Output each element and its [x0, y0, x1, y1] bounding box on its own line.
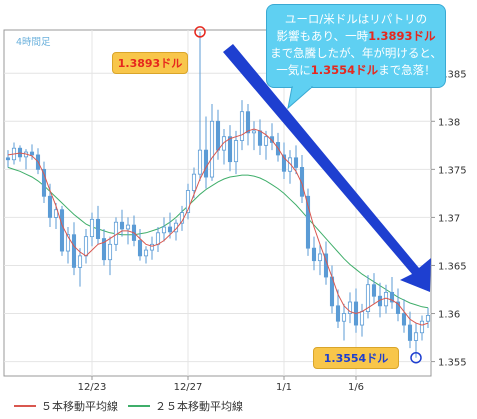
candle-body [29, 151, 35, 156]
x-axis: 12/23 12/27 1/1 1/6 [78, 376, 364, 393]
ma25-swatch [128, 405, 150, 407]
candle-body [239, 111, 245, 141]
timeframe-label: 4時間足 [16, 37, 51, 48]
y-tick-label: 1.385 [438, 69, 467, 80]
candle-body [59, 209, 65, 252]
legend-item-ma25: ２５本移動平均線 [128, 398, 243, 414]
candle-body [287, 157, 293, 172]
ma5-polyline [7, 128, 429, 326]
x-tick-label: 12/27 [174, 382, 203, 393]
candle-body [347, 301, 353, 314]
candle-body [365, 284, 371, 313]
y-tick-label: 1.38 [438, 117, 460, 128]
candle-body [233, 140, 239, 163]
candle-body [371, 284, 377, 297]
legend: ５本移動平均線 ２５本移動平均線 [0, 392, 477, 419]
candle-body [89, 218, 95, 238]
candle-body [413, 332, 419, 341]
ma5-line [7, 128, 429, 326]
candle-body [263, 136, 269, 146]
high-marker [194, 26, 206, 38]
legend-label-ma5: ５本移動平均線 [41, 400, 118, 413]
candle-body [77, 255, 83, 268]
candle-body [389, 291, 395, 303]
candle-body [167, 226, 173, 233]
candle-body [113, 221, 119, 245]
x-tick-label: 1/1 [276, 382, 292, 393]
candle-body [341, 313, 347, 322]
candle-body [47, 195, 53, 218]
low-marker [410, 351, 422, 364]
bubble-line-2b: 1.3893ドル [368, 29, 436, 43]
candle-body [335, 305, 341, 322]
low-price-label: 1.3554ドル [313, 347, 399, 369]
y-tick-label: 1.37 [438, 213, 460, 224]
candle-body [95, 218, 101, 239]
candle-body [41, 168, 47, 197]
candle-body [401, 313, 407, 326]
x-tick-label: 12/23 [78, 382, 107, 393]
candle-body [407, 324, 413, 341]
bubble-line-4c: まで急落！ [378, 63, 436, 77]
candle-body [311, 247, 317, 262]
bubble-line-4a: 一気に [276, 63, 311, 77]
trend-arrow [223, 44, 431, 292]
ma25-polyline [7, 166, 429, 309]
candle-body [71, 234, 77, 268]
markers [194, 26, 422, 364]
candle-body [245, 111, 251, 134]
candle-body [137, 240, 143, 257]
bubble-line-2a: 影響もあり、一時 [276, 29, 369, 43]
candle-body [65, 234, 71, 252]
candle-body [419, 320, 425, 334]
candle-body [227, 136, 233, 163]
legend-item-ma5: ５本移動平均線 [14, 398, 118, 414]
candle-body [305, 195, 311, 249]
candle-body [161, 226, 167, 234]
y-tick-label: 1.355 [438, 358, 467, 369]
y-tick-label: 1.36 [438, 310, 460, 321]
high-price-label: 1.3893ドル [112, 52, 188, 74]
y-tick-label: 1.375 [438, 165, 467, 176]
candle-body [293, 157, 299, 168]
candle-body [125, 224, 131, 230]
candle-body [215, 120, 221, 151]
candle-body [185, 190, 191, 214]
bubble-line-4b: 1.3554ドル [310, 63, 379, 77]
candle-body [191, 173, 197, 191]
bubble-line-3: まで急騰したが、年が明けると、 [270, 46, 442, 60]
candle-body [143, 249, 149, 257]
legend-label-ma25: ２５本移動平均線 [155, 400, 243, 413]
candle-body [251, 130, 257, 134]
candle-body [101, 238, 107, 261]
candle-body [383, 291, 389, 307]
candle-body [107, 243, 113, 261]
bubble-line-1: ユーロ/米ドルはリパトリの [284, 12, 428, 26]
candle-body [257, 130, 263, 146]
candle-body [317, 253, 323, 262]
candle-body [83, 236, 89, 257]
candle-body [281, 154, 287, 172]
candle-body [149, 243, 155, 251]
candle-body [209, 120, 215, 178]
candle-body [155, 232, 161, 245]
annotation-bubble: ユーロ/米ドルはリパトリの 影響もあり、一時1.3893ドル まで急騰したが、年… [266, 4, 446, 88]
candle-body [203, 149, 209, 178]
ma5-swatch [14, 405, 36, 407]
candle-body [5, 157, 11, 161]
candle-body [53, 209, 59, 218]
candle-body [359, 311, 365, 326]
candle-body [221, 136, 227, 151]
candle-body [299, 167, 305, 197]
ma25-line [7, 166, 429, 309]
y-axis: 1.385 1.38 1.375 1.37 1.365 1.36 1.355 [431, 69, 467, 369]
y-tick-label: 1.365 [438, 261, 467, 272]
x-tick-label: 1/6 [348, 382, 364, 393]
high-price-text: 1.3893ドル [117, 57, 183, 70]
candle-body [119, 221, 125, 230]
candle-body [395, 301, 401, 314]
low-price-text: 1.3554ドル [323, 352, 389, 365]
candle-body [425, 315, 431, 322]
candle-body [197, 149, 203, 175]
